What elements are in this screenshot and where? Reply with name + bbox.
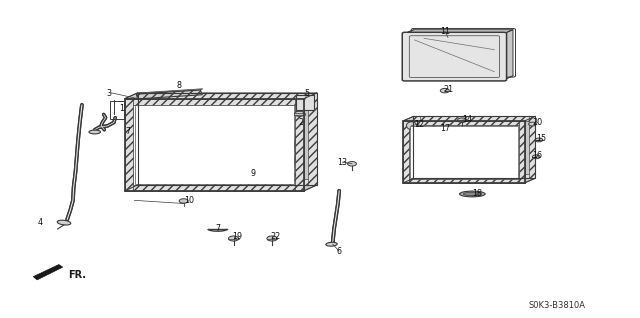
Text: 7: 7 — [215, 225, 220, 233]
Circle shape — [532, 155, 540, 159]
Circle shape — [294, 111, 305, 116]
Circle shape — [348, 162, 356, 166]
Circle shape — [179, 199, 188, 203]
Bar — [296, 99, 304, 191]
Text: 12: 12 — [414, 120, 424, 128]
Bar — [294, 113, 305, 115]
Text: 13: 13 — [337, 158, 348, 167]
Bar — [125, 99, 304, 191]
Circle shape — [535, 138, 543, 142]
Ellipse shape — [57, 220, 71, 225]
Circle shape — [287, 173, 296, 177]
Bar — [403, 121, 525, 125]
Ellipse shape — [89, 130, 100, 134]
Bar — [413, 116, 535, 178]
Bar — [410, 126, 518, 178]
Text: 3: 3 — [106, 89, 111, 98]
Polygon shape — [136, 89, 203, 94]
Text: 10: 10 — [184, 196, 194, 205]
Ellipse shape — [406, 122, 417, 129]
Bar — [403, 121, 525, 183]
Text: 18: 18 — [472, 190, 482, 198]
Bar — [403, 121, 409, 183]
FancyBboxPatch shape — [402, 32, 507, 81]
Polygon shape — [138, 179, 317, 185]
Bar — [519, 121, 525, 183]
Bar — [125, 184, 304, 191]
Bar — [110, 101, 124, 119]
Text: 15: 15 — [536, 134, 546, 143]
Text: 7: 7 — [125, 128, 131, 136]
Polygon shape — [413, 116, 535, 121]
Polygon shape — [525, 116, 535, 183]
Polygon shape — [413, 174, 535, 178]
Bar — [125, 99, 304, 105]
Text: 22: 22 — [270, 232, 280, 241]
Bar — [296, 95, 314, 110]
Polygon shape — [138, 93, 147, 185]
Text: 17: 17 — [440, 124, 450, 133]
Text: 1: 1 — [119, 104, 124, 113]
Polygon shape — [504, 30, 513, 80]
Text: 21: 21 — [443, 85, 453, 93]
Bar — [403, 179, 525, 183]
Circle shape — [228, 236, 239, 241]
Polygon shape — [138, 93, 317, 99]
Text: 14: 14 — [462, 115, 472, 124]
Circle shape — [458, 118, 467, 122]
Polygon shape — [308, 93, 317, 185]
Polygon shape — [403, 116, 535, 121]
Polygon shape — [404, 30, 513, 33]
Polygon shape — [33, 265, 63, 280]
Text: 8: 8 — [177, 81, 182, 90]
Text: 16: 16 — [532, 151, 543, 160]
Text: 5: 5 — [305, 89, 310, 98]
Text: 4: 4 — [37, 218, 42, 227]
Polygon shape — [529, 116, 535, 178]
Polygon shape — [304, 93, 317, 191]
Text: 11: 11 — [440, 27, 450, 36]
Text: 19: 19 — [232, 232, 242, 241]
Bar — [125, 99, 133, 191]
Text: 6: 6 — [337, 247, 342, 256]
Bar — [138, 93, 317, 185]
Ellipse shape — [429, 127, 439, 134]
Text: FR.: FR. — [68, 270, 86, 280]
Ellipse shape — [326, 242, 337, 246]
Circle shape — [267, 236, 277, 241]
Polygon shape — [136, 90, 202, 99]
Circle shape — [440, 88, 449, 93]
Text: 20: 20 — [532, 118, 543, 127]
Text: 9: 9 — [250, 169, 255, 178]
Text: 2: 2 — [298, 118, 303, 127]
Ellipse shape — [460, 191, 485, 197]
Text: S0K3-B3810A: S0K3-B3810A — [528, 301, 586, 310]
Bar — [134, 106, 294, 184]
Polygon shape — [125, 93, 317, 99]
Circle shape — [529, 122, 536, 126]
Ellipse shape — [463, 192, 481, 196]
Polygon shape — [413, 116, 420, 178]
